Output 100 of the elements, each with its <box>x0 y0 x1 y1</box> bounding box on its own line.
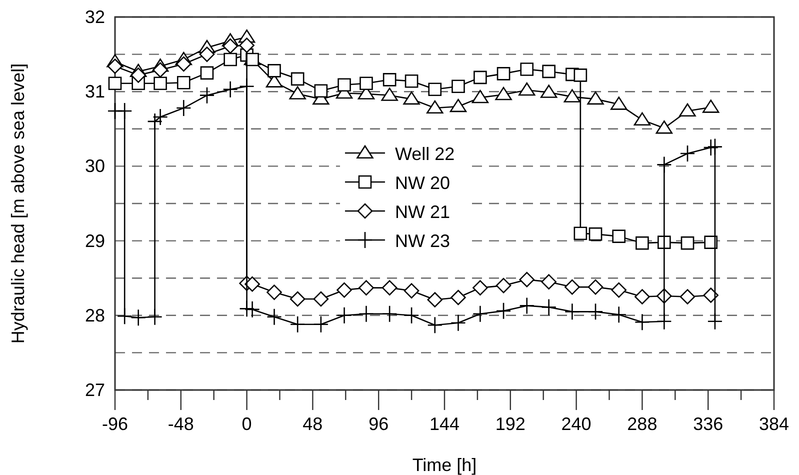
point <box>542 64 556 78</box>
legend-label: NW 23 <box>395 231 450 251</box>
point <box>680 236 694 250</box>
x-tick-label: 0 <box>242 414 252 434</box>
point <box>541 298 556 316</box>
point <box>634 112 651 126</box>
point <box>360 76 373 90</box>
point <box>496 278 512 294</box>
x-tick-label: -48 <box>168 414 194 434</box>
point <box>176 56 192 72</box>
point <box>703 138 718 156</box>
point <box>239 78 254 96</box>
point <box>314 84 328 98</box>
point <box>403 91 420 105</box>
point <box>200 66 214 80</box>
point <box>358 280 374 296</box>
point <box>404 306 420 324</box>
point <box>634 289 650 304</box>
point <box>222 80 238 98</box>
point <box>574 68 588 82</box>
point <box>244 276 260 292</box>
x-tick-label: 144 <box>429 414 460 434</box>
point <box>496 67 510 80</box>
x-tick-label: -96 <box>102 414 128 434</box>
point <box>472 90 489 104</box>
point <box>108 76 122 90</box>
legend-label: NW 20 <box>395 173 450 193</box>
point <box>130 68 146 83</box>
point <box>564 89 581 102</box>
point <box>382 305 398 323</box>
point <box>290 291 306 307</box>
y-axis-title: Hydraulic head [m above sea level] <box>8 63 28 344</box>
y-tick-label: 30 <box>84 156 105 176</box>
x-tick-label: 288 <box>627 414 658 434</box>
point <box>427 316 443 334</box>
y-tick-label: 31 <box>84 82 105 102</box>
point <box>588 279 604 295</box>
legend-label: NW 21 <box>395 202 450 222</box>
point <box>588 303 604 320</box>
point <box>427 292 443 308</box>
point <box>404 283 420 298</box>
x-tick-label: 192 <box>495 414 526 434</box>
point <box>313 291 329 307</box>
x-tick-label: 48 <box>302 414 323 434</box>
x-tick-label: 336 <box>693 414 724 434</box>
point <box>239 300 254 318</box>
y-tick-label: 32 <box>84 7 105 27</box>
point <box>290 316 306 333</box>
point <box>426 100 444 114</box>
point <box>474 70 487 84</box>
point <box>450 290 466 306</box>
point <box>634 313 650 331</box>
point <box>472 305 488 323</box>
point <box>450 98 467 112</box>
point <box>564 279 580 295</box>
point <box>656 120 673 134</box>
point <box>266 284 282 300</box>
point <box>224 52 237 66</box>
point <box>680 289 696 304</box>
point <box>519 297 535 314</box>
point <box>130 308 146 326</box>
point <box>636 236 649 250</box>
point <box>244 300 260 318</box>
point <box>707 312 723 330</box>
point <box>199 86 215 104</box>
point <box>152 62 168 78</box>
point <box>268 64 281 78</box>
x-tick-label: 96 <box>368 414 389 434</box>
point <box>707 138 723 156</box>
point <box>154 76 167 90</box>
point <box>147 308 162 326</box>
point <box>290 72 304 86</box>
point <box>107 58 123 74</box>
point <box>495 86 512 100</box>
point <box>338 78 351 92</box>
point <box>116 307 132 325</box>
point <box>222 38 238 54</box>
x-axis-title: Time [h] <box>412 455 477 475</box>
point <box>199 46 215 62</box>
point <box>611 282 627 298</box>
point <box>656 156 672 174</box>
point <box>564 303 580 320</box>
point <box>588 227 602 241</box>
point <box>381 88 398 101</box>
point <box>612 230 626 243</box>
point <box>610 96 628 110</box>
point <box>313 316 329 333</box>
y-tick-label: 29 <box>84 230 105 251</box>
x-tick-label: 384 <box>758 414 790 434</box>
point <box>452 80 465 94</box>
point <box>611 306 627 324</box>
point <box>496 302 512 320</box>
point <box>358 305 374 323</box>
point <box>519 272 535 288</box>
y-tick-label: 27 <box>84 380 105 400</box>
point <box>574 226 588 240</box>
point <box>336 282 352 298</box>
point <box>450 314 466 332</box>
point <box>289 86 306 100</box>
point <box>266 308 282 326</box>
